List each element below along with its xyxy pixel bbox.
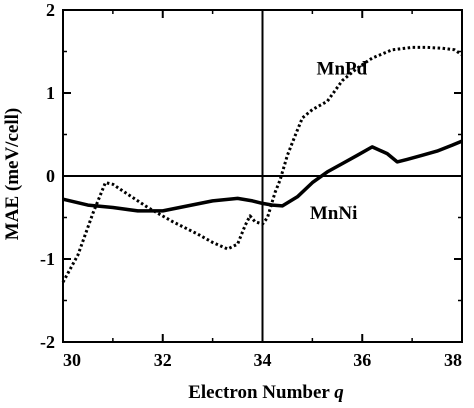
y-axis-title: MAE (meV/cell) [2, 108, 23, 240]
y-tick-label--1: -1 [40, 249, 55, 269]
x-axis-title-variable: q [334, 382, 344, 403]
y-tick-label-1: 1 [46, 83, 55, 103]
x-axis-title: Electron Number q [188, 382, 344, 403]
series-label-mnpd: MnPd [317, 59, 368, 80]
x-tick-label-32: 32 [154, 350, 172, 370]
series-line-mnni [62, 139, 463, 213]
y-tick-label--2: -2 [40, 332, 55, 352]
x-axis-title-text: Electron Number [188, 382, 330, 403]
x-tick-label-30: 30 [63, 350, 81, 370]
x-tick-label-38: 38 [444, 350, 462, 370]
y-tick-label-0: 0 [46, 166, 55, 186]
series-line-mnpd [61, 45, 463, 283]
y-tick-label-2: 2 [46, 0, 55, 20]
x-tick-label-36: 36 [353, 350, 371, 370]
x-tick-label-34: 34 [254, 350, 272, 370]
series-label-mnni: MnNi [310, 203, 358, 224]
